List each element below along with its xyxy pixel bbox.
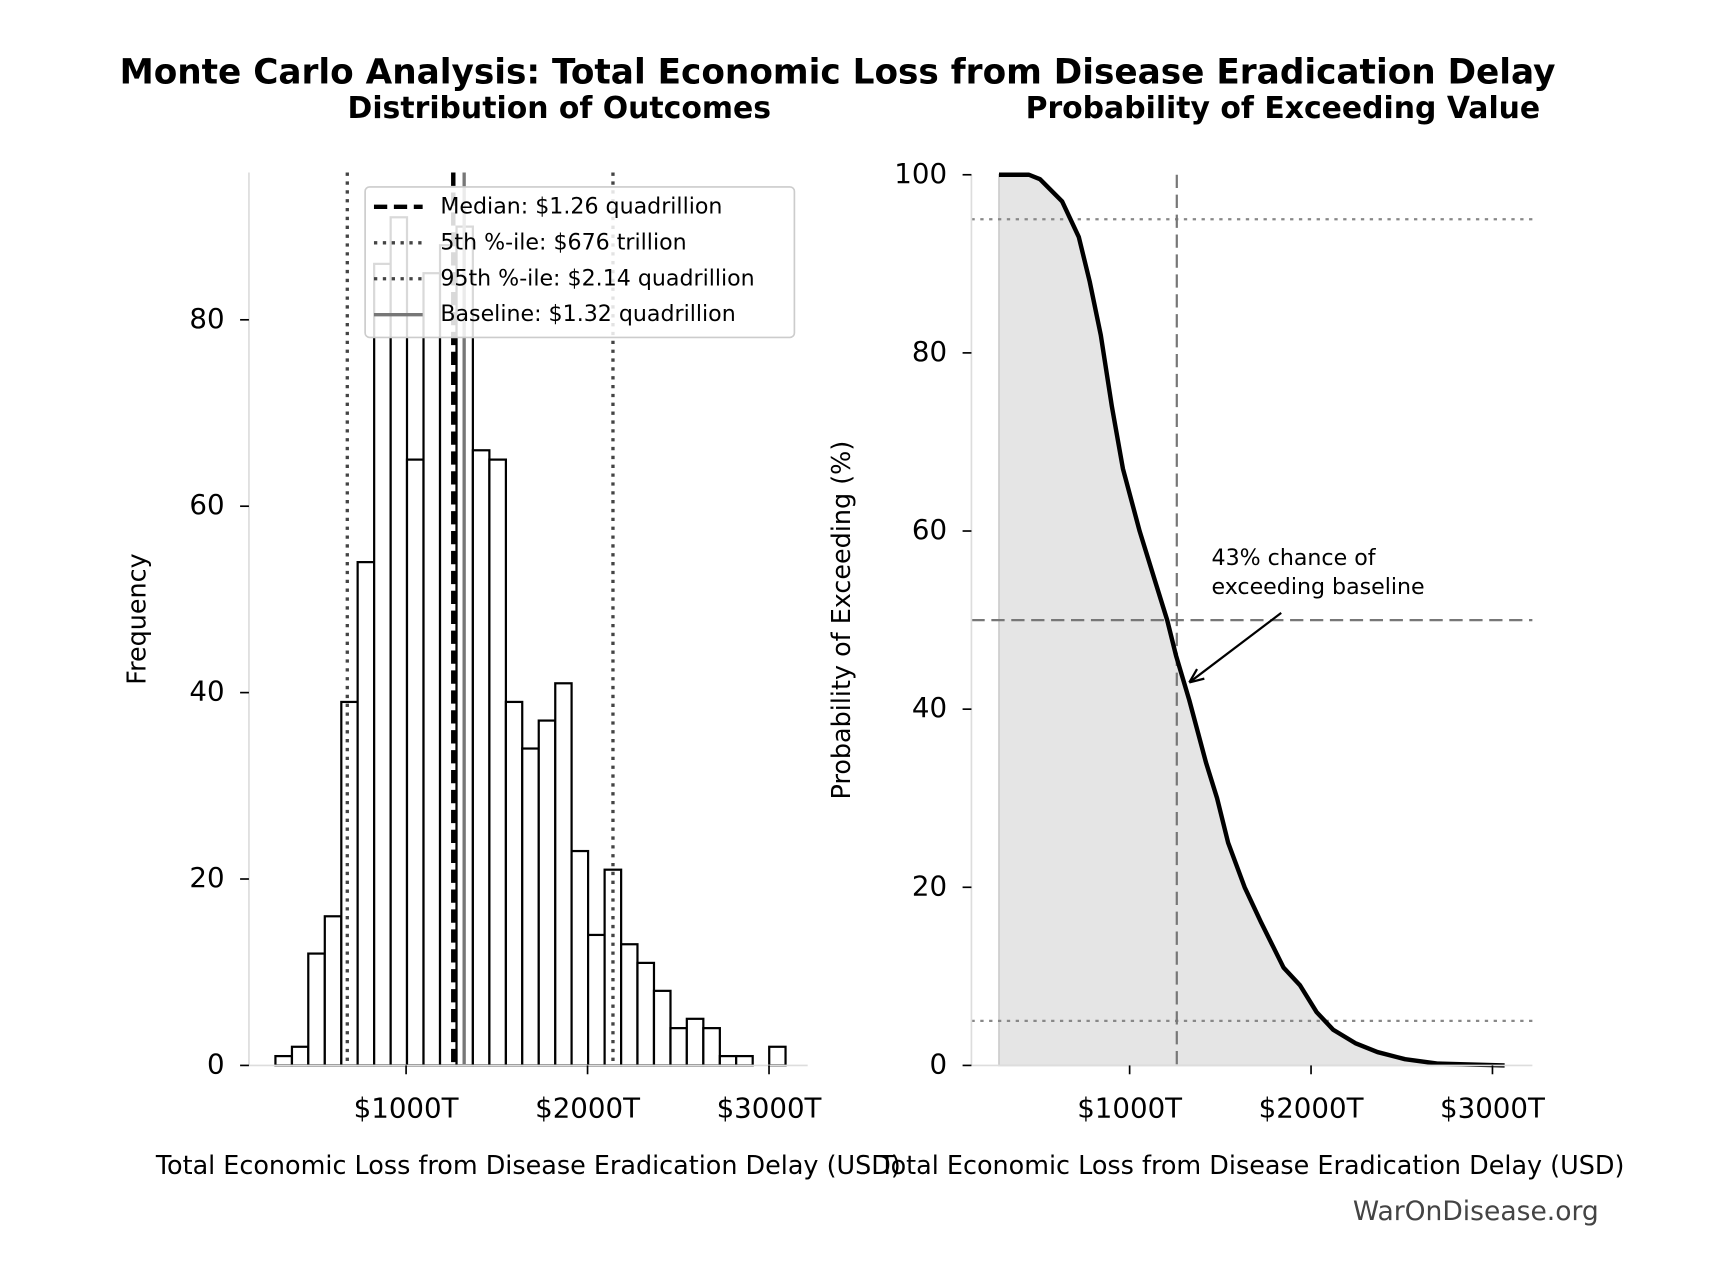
y-tick-label: 100 — [894, 157, 947, 190]
x-tick-label: $3000T — [1440, 1092, 1545, 1125]
x-axis-label: Total Economic Loss from Disease Eradica… — [878, 1150, 1624, 1180]
y-tick-label: 0 — [929, 1047, 947, 1080]
histogram-bar — [340, 700, 359, 1067]
x-tick-label: $2000T — [1259, 1092, 1364, 1125]
histogram-bar — [669, 1027, 688, 1067]
legend-label: Median: $1.26 quadrillion — [440, 193, 722, 219]
annotation-text: 43% chance of — [1212, 545, 1377, 571]
histogram-bar — [274, 1054, 294, 1067]
x-tick-label: $3000T — [717, 1092, 822, 1125]
histogram-bar — [405, 458, 425, 1067]
histogram-bar — [620, 943, 639, 1067]
figure-title: Monte Carlo Analysis: Total Economic Los… — [120, 53, 1556, 93]
legend-label: 5th %-ile: $676 trillion — [440, 229, 686, 255]
line-series — [999, 172, 1505, 1068]
histogram-bar — [521, 747, 540, 1067]
y-tick-label: 80 — [912, 335, 947, 368]
y-axis-label: Frequency — [121, 553, 151, 684]
histogram-bar — [652, 989, 672, 1067]
histogram-bar — [290, 1045, 310, 1067]
x-tick-label: $1000T — [1077, 1092, 1182, 1125]
histogram-bar — [537, 719, 557, 1067]
histogram-bar — [702, 1027, 721, 1067]
histogram-bar — [488, 458, 508, 1067]
histogram-bar — [718, 1054, 738, 1067]
histogram-bar — [373, 262, 392, 1067]
histogram-bar — [323, 915, 343, 1067]
histogram-bar — [685, 1017, 705, 1067]
histogram-bar — [586, 933, 606, 1067]
histogram-bar — [389, 216, 409, 1067]
y-tick-label: 60 — [189, 488, 224, 521]
histogram-bar — [636, 961, 656, 1067]
histogram-bar — [554, 682, 573, 1067]
y-tick-label: 60 — [912, 513, 947, 546]
watermark: WarOnDisease.org — [1353, 1196, 1599, 1227]
y-tick-label: 80 — [189, 302, 224, 335]
subplot-title: Probability of Exceeding Value — [1026, 91, 1541, 126]
annotation-text: exceeding baseline — [1212, 574, 1425, 600]
y-tick-label: 20 — [912, 869, 947, 902]
histogram-bar — [735, 1054, 754, 1067]
y-tick-label: 0 — [207, 1047, 225, 1080]
y-tick-label: 20 — [189, 861, 224, 894]
legend-label: 95th %-ile: $2.14 quadrillion — [440, 265, 754, 291]
y-tick-label: 40 — [189, 675, 224, 708]
y-axis-label: Probability of Exceeding (%) — [826, 441, 856, 800]
y-tick-label: 40 — [912, 691, 947, 724]
histogram-bar — [356, 561, 376, 1067]
histogram-bar — [307, 952, 326, 1067]
histogram-bar — [768, 1045, 787, 1067]
x-tick-label: $1000T — [354, 1092, 459, 1125]
histogram-bar — [471, 449, 491, 1067]
histogram-bar — [570, 849, 590, 1067]
histogram-bar — [504, 700, 524, 1067]
histogram-bar — [422, 272, 442, 1067]
legend-box — [364, 186, 796, 339]
annotation-arrowhead — [1188, 668, 1205, 684]
legend-label: Baseline: $1.32 quadrillion — [440, 301, 735, 327]
annotation-arrow — [1188, 612, 1282, 684]
subplot-title: Distribution of Outcomes — [348, 91, 772, 126]
x-axis-label: Total Economic Loss from Disease Eradica… — [155, 1150, 901, 1180]
x-tick-label: $2000T — [535, 1092, 640, 1125]
